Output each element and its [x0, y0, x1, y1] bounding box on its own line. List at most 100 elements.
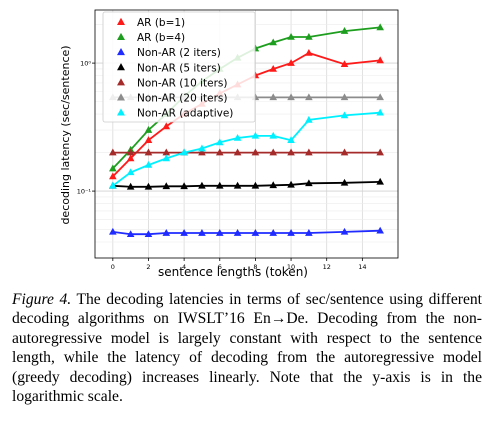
data-point [109, 148, 117, 156]
data-point [340, 60, 349, 68]
y-tick-label: 10⁻¹ [77, 188, 92, 196]
x-tick-label: 12 [323, 263, 331, 271]
data-point [162, 154, 171, 162]
data-point [269, 229, 278, 236]
y-tick-label: 10⁰ [80, 60, 91, 68]
data-point [144, 136, 153, 143]
data-point [305, 32, 313, 40]
legend-marker [117, 17, 125, 25]
series-line [112, 111, 381, 187]
data-point [251, 148, 260, 156]
data-point [215, 229, 224, 236]
data-point [109, 181, 117, 189]
data-point [162, 229, 171, 236]
figure-label: Figure 4. [12, 291, 72, 308]
data-point [376, 56, 384, 64]
data-point [198, 181, 206, 189]
data-point [340, 93, 349, 101]
data-point [215, 181, 224, 189]
x-axis-ticks: 0 2 4 6 8 10 12 14 [111, 258, 366, 271]
data-point [180, 229, 188, 236]
data-point [144, 230, 153, 238]
data-point [269, 131, 278, 139]
data-point [340, 178, 349, 186]
data-point [233, 181, 242, 189]
data-point [251, 131, 260, 139]
x-tick-label: 14 [358, 263, 366, 271]
data-point [287, 148, 295, 156]
data-point [180, 148, 188, 156]
legend-marker [117, 78, 125, 86]
legend-label: Non-AR (2 iters) [137, 47, 221, 59]
data-point [144, 182, 153, 190]
data-point [376, 177, 384, 185]
data-point [180, 182, 188, 190]
data-point [144, 160, 153, 168]
data-point [126, 168, 135, 176]
data-point [251, 181, 260, 189]
data-point [215, 148, 224, 156]
legend-label: Non-AR (adaptive) [137, 108, 233, 120]
data-point [162, 148, 171, 156]
data-point [287, 93, 295, 101]
data-point [269, 181, 278, 189]
legend-label: Non-AR (10 iters) [137, 77, 227, 89]
data-point [376, 108, 384, 116]
x-axis-label: sentence lengths (token) [158, 265, 308, 279]
data-point [126, 230, 135, 238]
legend-marker [117, 63, 125, 71]
data-point [305, 93, 313, 101]
data-point [198, 148, 206, 156]
data-point [198, 144, 206, 152]
legend: AR (b=1) AR (b=4) Non-AR (2 iters) Non-AR (… [102, 11, 256, 123]
series-3 [109, 177, 384, 190]
data-point [376, 23, 384, 31]
data-point [269, 64, 278, 72]
data-point [162, 122, 171, 130]
legend-marker [117, 32, 125, 41]
data-point [198, 229, 206, 236]
data-point [233, 133, 242, 141]
data-point [340, 111, 349, 119]
legend-label: Non-AR (20 iters) [137, 93, 227, 105]
data-point [305, 179, 313, 187]
data-point [269, 38, 278, 46]
data-point [109, 227, 117, 235]
data-point [305, 148, 313, 156]
data-point [340, 27, 349, 34]
data-point [109, 164, 117, 172]
data-point [287, 136, 295, 143]
x-tick-label: 10 [287, 263, 295, 271]
data-point [269, 93, 278, 101]
data-point [233, 148, 242, 156]
data-point [287, 180, 295, 188]
data-point [287, 229, 295, 236]
legend-marker [117, 93, 125, 101]
data-point [162, 182, 171, 190]
data-point [269, 148, 278, 156]
legend-label: AR (b=1) [137, 17, 185, 29]
data-point [340, 148, 349, 156]
data-point [376, 226, 384, 234]
x-tick-label: 4 [182, 263, 186, 271]
legend-marker [117, 48, 125, 56]
legend-marker [117, 108, 125, 116]
data-point [126, 182, 135, 190]
data-point [233, 229, 242, 236]
series-line [112, 181, 381, 188]
series-6 [109, 108, 384, 189]
data-point [144, 126, 153, 133]
data-point [287, 59, 295, 66]
y-axis-ticks: 10⁻¹ 10⁰ [77, 60, 95, 196]
x-tick-label: 2 [146, 263, 150, 271]
data-point [109, 172, 117, 180]
caption-text: The decoding latencies in terms of sec/s… [12, 291, 482, 406]
data-point [376, 93, 384, 101]
data-point [126, 154, 135, 162]
y-axis-label: decoding latency (sec/sentence) [59, 45, 72, 224]
legend-label: Non-AR (5 iters) [137, 62, 221, 74]
plot-frame [94, 9, 399, 259]
legend-box [102, 11, 256, 123]
x-tick-label: 8 [253, 263, 257, 271]
legend-label: AR (b=4) [137, 32, 185, 44]
